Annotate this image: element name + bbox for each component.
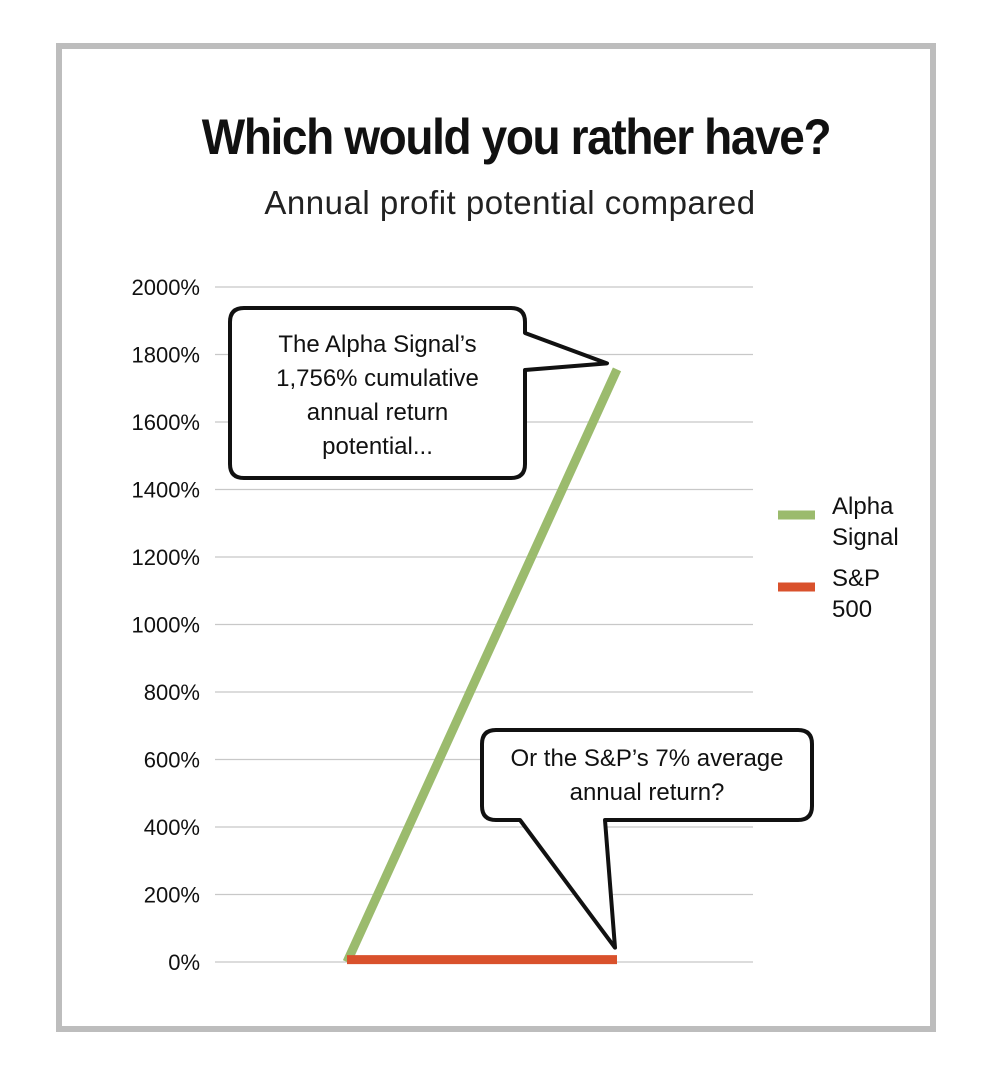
y-tick-label: 800% [144,680,200,705]
y-tick-label: 0% [168,950,200,975]
callout-sp: Or the S&P’s 7% average annual return? [480,728,814,950]
callout-text-line: The Alpha Signal’s [278,331,476,358]
callouts: The Alpha Signal’s 1,756% cumulative annua… [228,306,814,950]
y-axis-ticks: 0% 200% 400% 600% 800% 1000% 1200% 1400% 1600% 18… [131,275,200,975]
y-tick-label: 400% [144,815,200,840]
legend-label: Signal [832,524,899,551]
y-tick-label: 200% [144,883,200,908]
legend-label: 500 [832,596,872,623]
chart-subtitle: Annual profit potential compared [264,184,756,221]
legend-label: S&P [832,565,880,592]
y-tick-label: 2000% [131,275,200,300]
legend-item: Alpha Signal [778,493,899,551]
callout-alpha: The Alpha Signal’s 1,756% cumulative annua… [228,306,609,480]
series-line-alpha-signal [342,367,622,964]
callout-text-line: Or the S&P’s 7% average [510,745,783,772]
legend-item: S&P 500 [778,565,880,623]
chart-frame [56,43,936,1032]
y-tick-label: 1800% [131,343,200,368]
callout-text-line: annual return [307,399,448,426]
callout-text-line: potential... [322,433,433,460]
y-tick-label: 1000% [131,613,200,638]
legend-label: Alpha [832,493,894,520]
y-tick-label: 1200% [131,545,200,570]
callout-bubble [480,728,814,950]
series-lines [342,367,622,965]
y-tick-label: 600% [144,748,200,773]
callout-text-line: annual return? [570,779,725,806]
callout-bubble [228,306,609,480]
chart-title: Which would you rather have? [201,109,832,165]
legend: Alpha Signal S&P 500 [778,493,899,623]
y-tick-label: 1400% [131,478,200,503]
callout-text-line: 1,756% cumulative [276,365,479,392]
y-tick-label: 1600% [131,410,200,435]
